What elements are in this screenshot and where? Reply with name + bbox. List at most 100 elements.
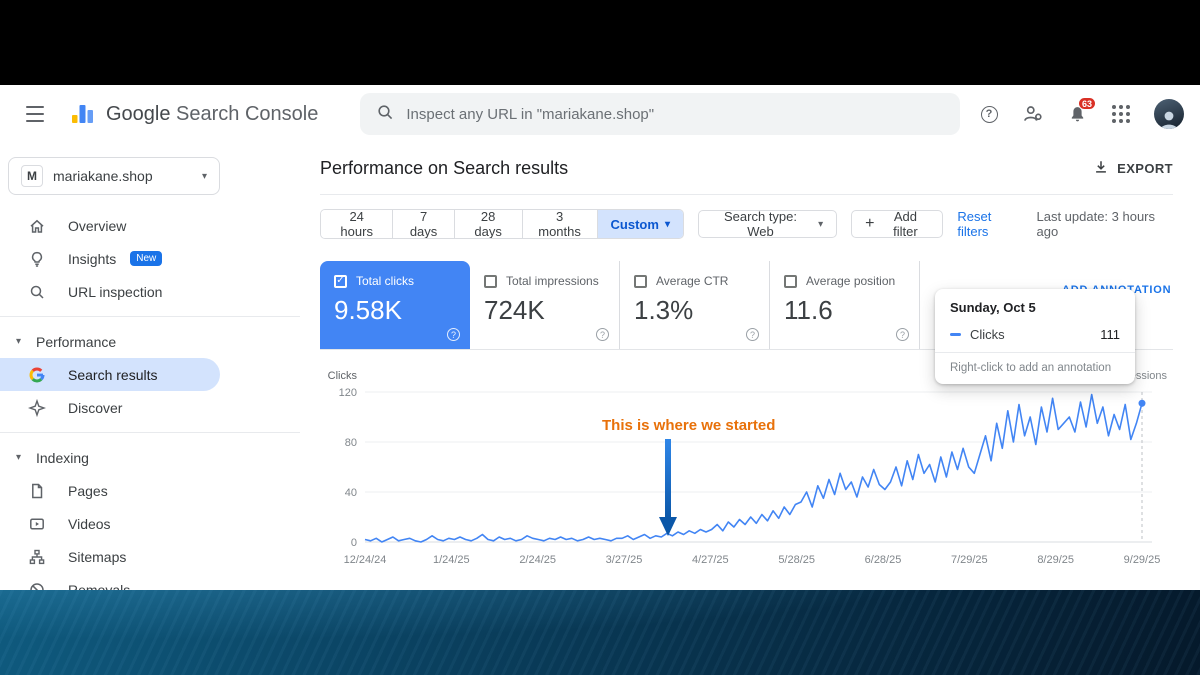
property-selector[interactable]: M mariakane.shop ▾: [8, 157, 220, 195]
account-avatar[interactable]: [1154, 99, 1184, 129]
tooltip-series-label: Clicks: [970, 327, 1005, 342]
clicks-chart-area: 0 40 80 120 Clicks Impressions 12/24/24 1/24/25…: [320, 365, 1173, 575]
svg-text:5/28/25: 5/28/25: [778, 554, 815, 566]
sidebar-item-videos[interactable]: Videos: [0, 507, 220, 540]
sidebar-item-label: Insights: [68, 250, 117, 267]
metric-card-total-impressions[interactable]: Total impressions 724K ?: [470, 261, 620, 349]
help-icon[interactable]: ?: [447, 328, 460, 341]
svg-text:12/24/24: 12/24/24: [344, 554, 387, 566]
sidebar-item-overview[interactable]: Overview: [0, 209, 220, 242]
svg-text:8/29/25: 8/29/25: [1037, 554, 1074, 566]
sidebar-item-label: Overview: [68, 217, 127, 234]
help-icon[interactable]: ?: [746, 328, 759, 341]
user-settings-icon[interactable]: [1022, 103, 1044, 125]
page-title: Performance on Search results: [320, 158, 569, 178]
date-range-custom[interactable]: Custom ▾: [597, 210, 683, 238]
topbar-actions: ? 63: [978, 97, 1184, 129]
home-icon: [28, 217, 46, 235]
filter-bar: 24 hours 7 days 28 days 3 months Custom ▾…: [320, 209, 1173, 239]
url-inspection-searchbox[interactable]: [360, 93, 961, 135]
metric-value: 724K: [484, 295, 545, 325]
svg-text:6/28/25: 6/28/25: [865, 554, 902, 566]
new-badge: New: [130, 251, 163, 266]
sidebar-section-indexing[interactable]: ▾ Indexing: [0, 441, 300, 474]
date-range-label: Custom: [610, 216, 659, 232]
menu-icon[interactable]: [22, 104, 48, 124]
app-title-google: Google: [106, 102, 171, 125]
google-g-icon: [28, 366, 46, 384]
chart-tooltip: Sunday, Oct 5 Clicks 111 Right-click to …: [935, 289, 1135, 384]
sidebar: M mariakane.shop ▾ Overview Insights New: [0, 143, 300, 598]
svg-text:40: 40: [345, 487, 357, 499]
date-range-28-days[interactable]: 28 days: [454, 209, 523, 239]
metric-card-total-clicks[interactable]: ✓ Total clicks 9.58K ?: [320, 261, 470, 349]
main-content: Performance on Search results EXPORT 24 …: [300, 143, 1200, 590]
svg-text:Clicks: Clicks: [328, 370, 358, 382]
sidebar-item-pages[interactable]: Pages: [0, 474, 220, 507]
annotation-text: This is where we started: [602, 417, 776, 434]
help-icon[interactable]: ?: [978, 103, 1000, 125]
svg-text:3/27/25: 3/27/25: [606, 554, 643, 566]
svg-text:9/29/25: 9/29/25: [1124, 554, 1161, 566]
date-range-label: 28 days: [474, 209, 502, 239]
sidebar-item-insights[interactable]: Insights New: [0, 242, 220, 275]
divider: [0, 432, 300, 433]
sidebar-item-search-results[interactable]: Search results: [0, 358, 220, 391]
sidebar-item-sitemaps[interactable]: Sitemaps: [0, 540, 220, 573]
sidebar-item-label: URL inspection: [68, 283, 163, 300]
sidebar-item-label: Discover: [68, 399, 123, 416]
metric-label: Average CTR: [656, 274, 729, 288]
date-range-label: 7 days: [409, 209, 438, 239]
tooltip-hint: Right-click to add an annotation: [950, 362, 1112, 374]
search-type-filter[interactable]: Search type: Web ▾: [697, 209, 838, 239]
checkbox-unchecked-icon[interactable]: [484, 274, 497, 288]
export-button[interactable]: EXPORT: [1093, 159, 1173, 178]
app-title-rest: Search Console: [170, 102, 319, 125]
chevron-down-icon: ▾: [201, 170, 207, 182]
help-icon[interactable]: ?: [596, 328, 609, 341]
property-initial-badge: M: [21, 165, 43, 187]
metric-label: Total clicks: [356, 274, 415, 288]
chevron-down-icon: ▾: [818, 218, 824, 230]
annotation-arrow-icon: [659, 439, 677, 536]
chevron-down-icon: ▾: [16, 336, 22, 347]
sidebar-item-url-inspection[interactable]: URL inspection: [0, 275, 220, 308]
reset-filters-link[interactable]: Reset filters: [957, 209, 992, 239]
checkbox-unchecked-icon[interactable]: [784, 274, 797, 288]
help-icon[interactable]: ?: [896, 328, 909, 341]
check-glyph: ✓: [336, 275, 345, 286]
tooltip-value: 111: [1100, 327, 1120, 342]
divider: [935, 352, 1135, 353]
date-range-3-months[interactable]: 3 months: [522, 210, 598, 238]
url-inspection-input[interactable]: [406, 105, 945, 123]
metric-cards: ✓ Total clicks 9.58K ? Total impressions …: [320, 261, 1173, 350]
sparkle-icon: [28, 398, 46, 417]
sidebar-item-label: Videos: [68, 515, 111, 532]
metric-card-average-position[interactable]: Average position 11.6 ?: [770, 261, 920, 349]
sidebar-item-label: Sitemaps: [68, 548, 127, 565]
date-range-24-hours[interactable]: 24 hours: [321, 210, 394, 238]
date-range-selector: 24 hours 7 days 28 days 3 months Custom ▾: [320, 209, 684, 239]
clicks-series-swatch: [950, 333, 961, 336]
page-icon: [28, 482, 46, 500]
metric-value: 9.58K: [334, 295, 402, 325]
metric-card-average-ctr[interactable]: Average CTR 1.3% ?: [620, 261, 770, 349]
svg-text:1/24/25: 1/24/25: [433, 554, 470, 566]
date-range-7-days[interactable]: 7 days: [393, 209, 455, 239]
chevron-down-icon: ▾: [664, 218, 670, 230]
notification-count-badge: 63: [1077, 97, 1096, 110]
search-icon: [376, 103, 394, 126]
apps-grid-icon[interactable]: [1110, 103, 1132, 125]
notifications-bell-icon[interactable]: 63: [1066, 97, 1096, 125]
add-filter-button[interactable]: + Add filter: [851, 209, 944, 239]
checkbox-checked-icon[interactable]: ✓: [334, 274, 347, 288]
lightbulb-icon: [28, 250, 46, 268]
metric-value: 1.3%: [634, 295, 694, 325]
tooltip-date: Sunday, Oct 5: [950, 300, 1036, 315]
checkbox-unchecked-icon[interactable]: [634, 274, 647, 288]
svg-text:2/24/25: 2/24/25: [519, 554, 556, 566]
page-header: Performance on Search results EXPORT: [320, 143, 1173, 195]
sidebar-item-discover[interactable]: Discover: [0, 391, 220, 424]
sidebar-section-performance[interactable]: ▾ Performance: [0, 325, 300, 358]
